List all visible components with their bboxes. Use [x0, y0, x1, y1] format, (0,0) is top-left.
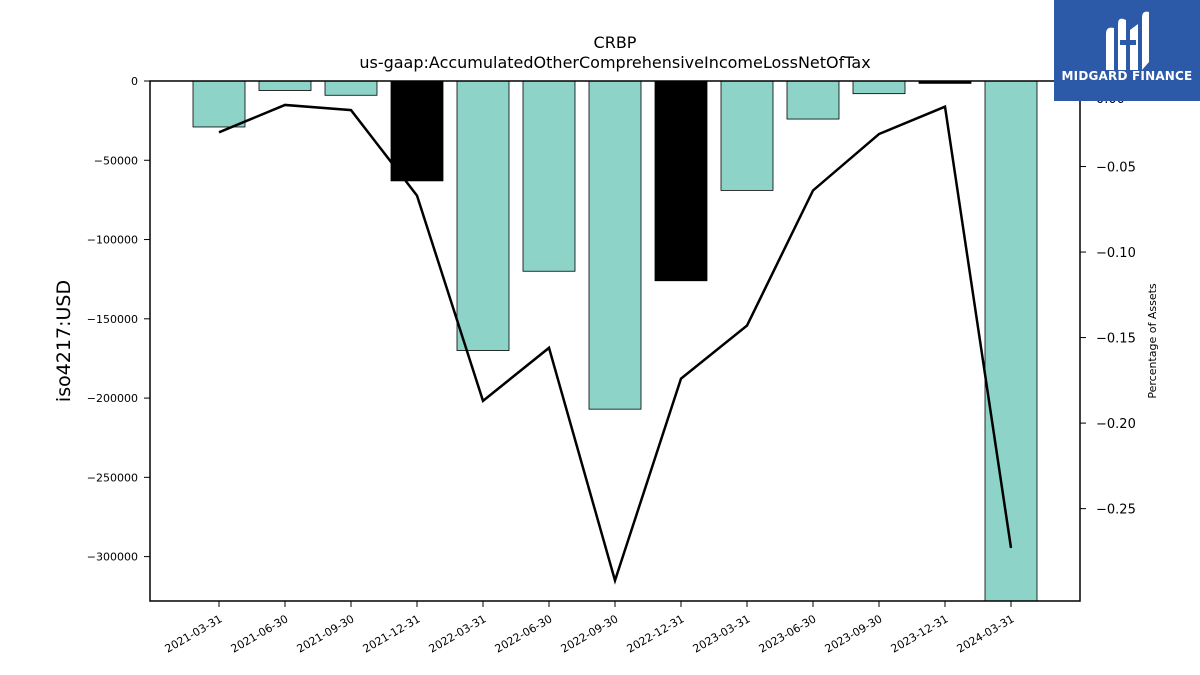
chart-title: CRBP: [594, 33, 637, 52]
bar-2023-06-30: [786, 80, 840, 120]
bar-2021-09-30: [324, 80, 378, 96]
logo-mark-icon: [1106, 11, 1149, 71]
x-tick-label-2024-03-31: 2024-03-31: [955, 612, 1017, 655]
y-axis-label: iso4217:USD: [53, 280, 75, 402]
bar-2021-03-31: [192, 80, 246, 128]
x-tick-label-2022-03-31: 2022-03-31: [427, 612, 489, 655]
y-tick-label: −150000: [87, 313, 138, 326]
bar-2023-03-31: [720, 80, 774, 191]
bar-2021-12-31: [390, 80, 444, 182]
midgard-finance-logo: MIDGARD FINANCE: [1054, 0, 1200, 101]
x-tick-label-2021-12-31: 2021-12-31: [361, 612, 423, 655]
x-tick-label-2023-06-30: 2023-06-30: [757, 612, 819, 655]
bar-2022-03-31: [456, 80, 510, 351]
bar-2023-09-30: [852, 80, 906, 95]
y-tick-label: −100000: [87, 234, 138, 247]
y-tick-label: 0: [131, 75, 138, 88]
line-group: [218, 103, 1013, 585]
bars-group: [192, 80, 1038, 602]
bar-2022-12-31: [654, 80, 708, 282]
y2-tick-label: −0.25: [1096, 503, 1136, 518]
x-tick-label-2023-12-31: 2023-12-31: [889, 612, 951, 655]
x-tick-label-2021-09-30: 2021-09-30: [295, 612, 357, 655]
y2-tick-label: −0.20: [1096, 417, 1136, 432]
y2-axis-label: Percentage of Assets: [1146, 283, 1159, 399]
x-tick-label-2022-06-30: 2022-06-30: [493, 612, 555, 655]
bar-2022-09-30: [588, 80, 642, 410]
y-tick-label: −200000: [87, 392, 138, 405]
logo-text: MIDGARD FINANCE: [1061, 69, 1193, 83]
x-tick-label-2023-09-30: 2023-09-30: [823, 612, 885, 655]
y-tick-label: −300000: [87, 551, 138, 564]
y-tick-label: −50000: [94, 154, 138, 167]
x-tick-label-2022-12-31: 2022-12-31: [625, 612, 687, 655]
bar-2021-06-30: [258, 80, 312, 91]
y2-tick-label: −0.15: [1096, 332, 1136, 347]
y2-tick-label: −0.10: [1096, 246, 1136, 261]
bar-2022-06-30: [522, 80, 576, 272]
bar-2024-03-31: [984, 80, 1038, 602]
x-tick-label-2021-03-31: 2021-03-31: [163, 612, 225, 655]
chart-subtitle: us-gaap:AccumulatedOtherComprehensiveInc…: [359, 53, 870, 72]
x-tick-label-2023-03-31: 2023-03-31: [691, 612, 753, 655]
x-tick-label-2021-06-30: 2021-06-30: [229, 612, 291, 655]
y2-tick-label: −0.05: [1096, 161, 1136, 176]
y-tick-label: −250000: [87, 471, 138, 484]
x-tick-label-2022-09-30: 2022-09-30: [559, 612, 621, 655]
